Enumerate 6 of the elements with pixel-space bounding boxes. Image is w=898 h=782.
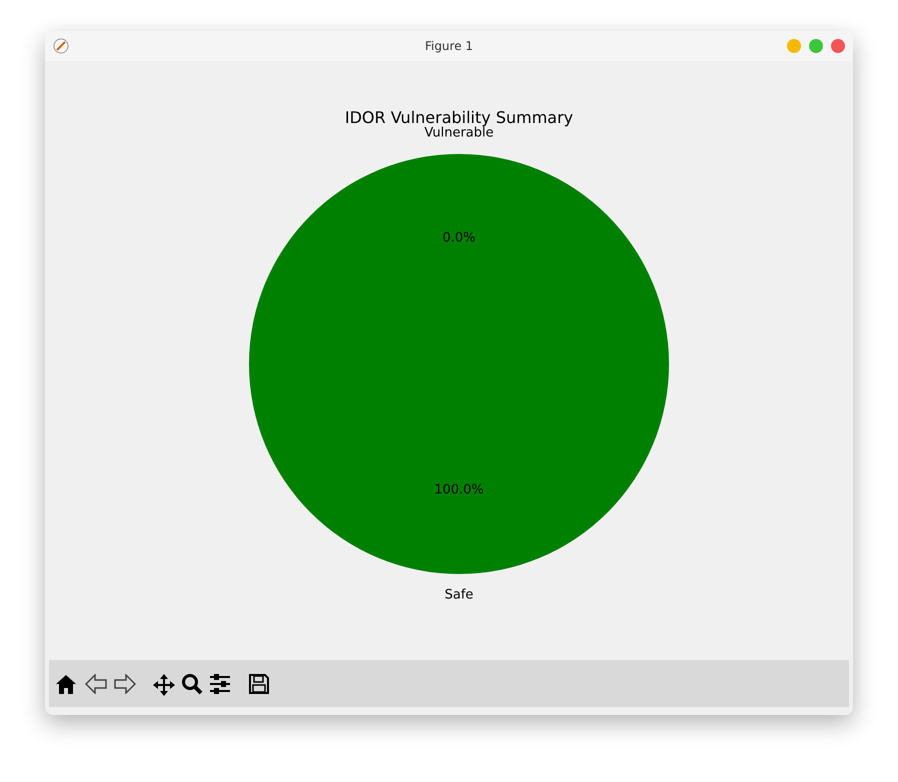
category-label: Vulnerable — [424, 125, 494, 140]
text: 0.0% — [442, 230, 476, 246]
slice-label: Safe — [444, 587, 474, 602]
caption: Figure 1 — [424, 39, 474, 53]
chart-title: IDOR Vulnerability Summary — [344, 108, 574, 128]
data-label: 100.0% — [434, 482, 484, 498]
